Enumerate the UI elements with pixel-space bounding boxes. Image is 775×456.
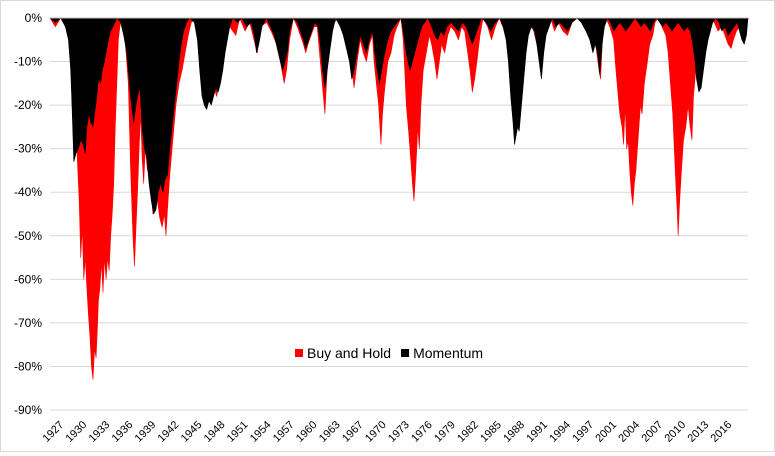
x-tick-label-11: 1960 — [294, 419, 320, 445]
x-tick-label-8: 1951 — [225, 419, 251, 445]
x-tick-label-25: 2004 — [616, 419, 642, 445]
x-tick-label-14: 1970 — [363, 419, 389, 445]
series-area-1 — [49, 17, 749, 215]
x-tick-label-29: 2016 — [709, 419, 735, 445]
series-areas — [49, 17, 749, 380]
x-tick-label-26: 2007 — [639, 419, 665, 445]
x-tick-label-20: 1988 — [501, 419, 527, 445]
x-tick-label-27: 2010 — [662, 419, 688, 445]
y-tick-label-5: -50% — [14, 229, 42, 243]
x-tick-label-12: 1963 — [317, 419, 343, 445]
x-tick-label-3: 1936 — [110, 419, 136, 445]
x-tick-label-1: 1930 — [64, 419, 90, 445]
legend-label-0: Buy and Hold — [307, 345, 391, 361]
x-tick-label-28: 2013 — [686, 419, 712, 445]
x-tick-label-0: 1927 — [41, 419, 67, 445]
y-tick-label-7: -70% — [14, 316, 42, 330]
x-tick-label-6: 1945 — [179, 419, 205, 445]
legend: Buy and Hold Momentum — [295, 345, 483, 361]
x-tick-label-9: 1954 — [248, 419, 274, 445]
x-tick-label-18: 1982 — [455, 419, 481, 445]
legend-swatch-0 — [295, 349, 303, 357]
x-tick-label-21: 1991 — [524, 419, 550, 445]
x-tick-label-15: 1973 — [386, 419, 412, 445]
x-tick-label-13: 1967 — [340, 419, 366, 445]
y-tick-label-3: -30% — [14, 142, 42, 156]
y-tick-label-4: -40% — [14, 185, 42, 199]
y-tick-label-9: -90% — [14, 403, 42, 417]
y-tick-label-1: -10% — [14, 55, 42, 69]
x-tick-label-22: 1994 — [547, 419, 573, 445]
x-tick-label-7: 1948 — [202, 419, 228, 445]
x-tick-label-10: 1957 — [271, 419, 297, 445]
x-tick-label-4: 1939 — [133, 419, 159, 445]
x-tick-label-2: 1933 — [87, 419, 113, 445]
legend-swatch-1 — [401, 349, 410, 357]
x-tick-label-17: 1979 — [432, 419, 458, 445]
x-tick-label-23: 1997 — [570, 419, 596, 445]
y-tick-label-2: -20% — [14, 98, 42, 112]
series-area-0 — [49, 17, 749, 380]
y-tick-label-0: 0% — [25, 11, 43, 25]
y-tick-label-8: -80% — [14, 359, 42, 373]
legend-label-1: Momentum — [413, 345, 483, 361]
x-tick-label-19: 1985 — [478, 419, 504, 445]
x-tick-label-16: 1976 — [409, 419, 435, 445]
x-tick-label-24: 2001 — [593, 419, 619, 445]
y-axis-ticks: 0% -10% -20% -30% -40% -50% -60% -70% -80% -90% — [14, 11, 42, 417]
y-tick-label-6: -60% — [14, 272, 42, 286]
x-tick-label-5: 1942 — [156, 419, 182, 445]
